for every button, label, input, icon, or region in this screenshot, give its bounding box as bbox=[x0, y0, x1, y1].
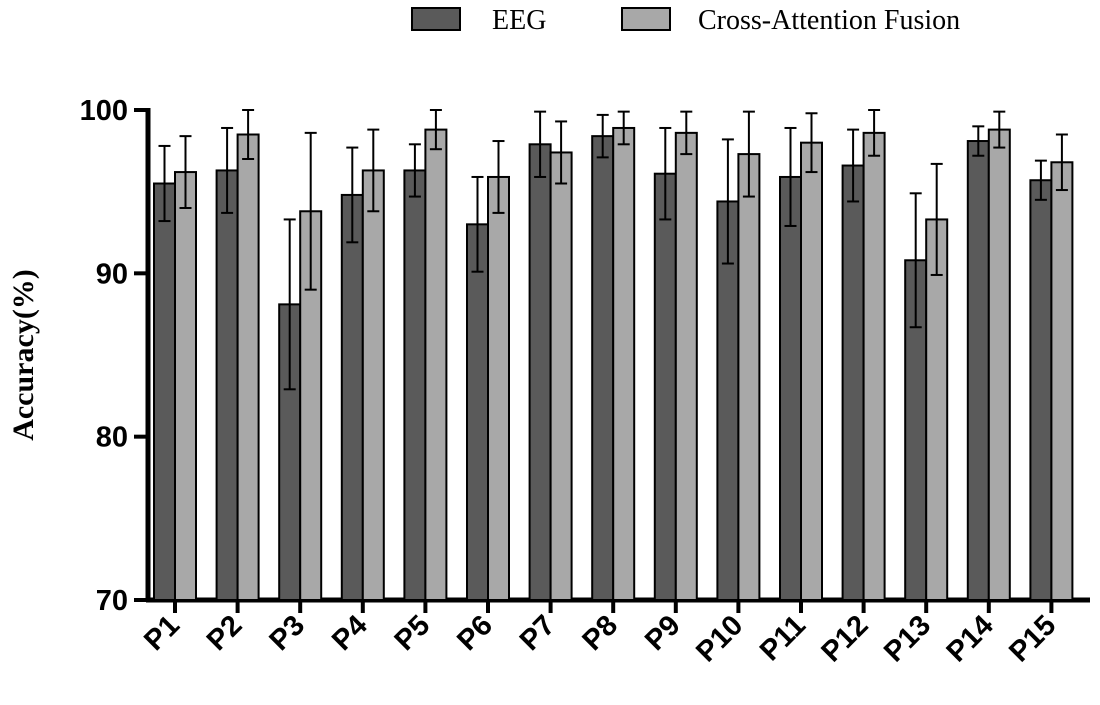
x-tick-label-p4: P4 bbox=[326, 609, 374, 657]
bar-fusion-p5 bbox=[424, 128, 448, 601]
errorbar-fusion-p10 bbox=[742, 110, 755, 198]
errorbar-fusion-p5 bbox=[429, 109, 442, 151]
bar-eeg-p14 bbox=[966, 140, 990, 602]
x-tick-label-p12: P12 bbox=[815, 609, 874, 668]
bar-fusion-p13 bbox=[925, 218, 949, 602]
errorbar-eeg-p9 bbox=[659, 126, 672, 221]
error-bars bbox=[158, 109, 1068, 391]
bar-eeg-p12 bbox=[841, 164, 865, 602]
errorbar-eeg-p5 bbox=[408, 143, 421, 198]
x-tick-label-p14: P14 bbox=[941, 609, 1000, 668]
errorbar-eeg-p1 bbox=[158, 144, 171, 223]
bar-fusion-p15 bbox=[1050, 161, 1074, 601]
legend: EEG Cross-Attention Fusion bbox=[411, 5, 960, 36]
bar-eeg-p5 bbox=[403, 169, 427, 602]
bar-fusion-p14 bbox=[987, 128, 1011, 601]
bar-fusion-p6 bbox=[487, 175, 510, 601]
y-axis-label: Accuracy(%) bbox=[7, 269, 40, 441]
bar-fusion-p11 bbox=[800, 141, 823, 602]
bar-fusion-p2 bbox=[236, 133, 260, 601]
errorbar-eeg-p13 bbox=[909, 192, 922, 329]
bar-eeg-p11 bbox=[779, 175, 802, 601]
legend-label: EEG bbox=[492, 5, 546, 36]
x-tick-label-p8: P8 bbox=[576, 609, 624, 657]
errorbar-eeg-p2 bbox=[221, 126, 234, 214]
errorbar-fusion-p9 bbox=[680, 110, 693, 156]
y-tick-label-90: 90 bbox=[96, 258, 128, 290]
errorbar-fusion-p6 bbox=[492, 140, 505, 214]
errorbar-eeg-p14 bbox=[972, 125, 985, 157]
x-tick-label-p7: P7 bbox=[514, 609, 562, 657]
bar-fusion-p8 bbox=[612, 126, 636, 601]
bar-eeg-p6 bbox=[466, 223, 489, 601]
errorbar-eeg-p15 bbox=[1034, 159, 1047, 201]
x-tick-label-p10: P10 bbox=[690, 609, 749, 668]
x-tick-label-p11: P11 bbox=[754, 609, 812, 667]
y-axis: 70 80 90 100 bbox=[80, 95, 151, 617]
bar-fusion-p9 bbox=[674, 131, 698, 601]
bar-fusion-p7 bbox=[549, 151, 573, 601]
bar-eeg-p1 bbox=[153, 182, 176, 601]
bar-fusion-p12 bbox=[862, 131, 886, 601]
errorbar-eeg-p8 bbox=[596, 113, 609, 159]
errorbar-fusion-p12 bbox=[868, 109, 881, 157]
errorbar-fusion-p15 bbox=[1055, 133, 1068, 192]
legend-item-eeg: EEG bbox=[411, 5, 546, 36]
bar-fusion-p1 bbox=[174, 171, 197, 601]
legend-swatch bbox=[411, 7, 461, 31]
bars bbox=[153, 126, 1074, 602]
bar-eeg-p8 bbox=[591, 135, 615, 601]
y-tick-label-70: 70 bbox=[96, 585, 128, 617]
bar-eeg-p7 bbox=[528, 143, 552, 602]
errorbar-fusion-p14 bbox=[993, 110, 1006, 149]
bar-fusion-p10 bbox=[737, 153, 761, 601]
x-tick-label-p3: P3 bbox=[263, 609, 311, 657]
x-tick-label-p1: P1 bbox=[138, 609, 186, 657]
y-tick-label-80: 80 bbox=[96, 422, 128, 454]
errorbar-fusion-p13 bbox=[930, 162, 943, 276]
x-tick-label-p15: P15 bbox=[1003, 609, 1062, 668]
bar-eeg-p2 bbox=[215, 169, 239, 602]
x-tick-label-p9: P9 bbox=[639, 609, 687, 657]
errorbar-fusion-p2 bbox=[242, 109, 255, 160]
errorbar-eeg-p10 bbox=[721, 138, 734, 265]
x-axis: P1 P2 P3 P4 P5 P6 P7 P8 P9 P10 P11 P12 P13 P14 P15 bbox=[138, 597, 1090, 668]
legend-label: Cross-Attention Fusion bbox=[698, 5, 960, 36]
errorbar-fusion-p4 bbox=[367, 128, 380, 213]
bar-fusion-p4 bbox=[361, 169, 385, 602]
errorbar-eeg-p11 bbox=[784, 126, 797, 227]
errorbar-eeg-p12 bbox=[847, 128, 860, 203]
errorbar-eeg-p3 bbox=[283, 218, 296, 391]
x-tick-label-p6: P6 bbox=[451, 609, 499, 657]
errorbar-eeg-p6 bbox=[471, 175, 484, 273]
errorbar-fusion-p7 bbox=[555, 120, 568, 185]
x-tick-label-p5: P5 bbox=[389, 609, 437, 657]
errorbar-fusion-p1 bbox=[179, 135, 192, 209]
errorbar-eeg-p4 bbox=[346, 146, 359, 244]
errorbar-eeg-p7 bbox=[534, 110, 547, 178]
errorbar-fusion-p8 bbox=[617, 110, 630, 146]
y-tick-label-100: 100 bbox=[80, 95, 128, 127]
bar-eeg-p4 bbox=[340, 193, 364, 602]
errorbar-fusion-p11 bbox=[805, 112, 818, 174]
x-tick-label-p2: P2 bbox=[201, 609, 249, 657]
legend-swatch bbox=[621, 7, 671, 31]
errorbar-fusion-p3 bbox=[304, 131, 317, 291]
x-tick-label-p13: P13 bbox=[878, 609, 937, 668]
legend-item-fusion: Cross-Attention Fusion bbox=[621, 5, 960, 36]
bar-eeg-p15 bbox=[1029, 179, 1053, 601]
bar-eeg-p9 bbox=[653, 172, 677, 601]
